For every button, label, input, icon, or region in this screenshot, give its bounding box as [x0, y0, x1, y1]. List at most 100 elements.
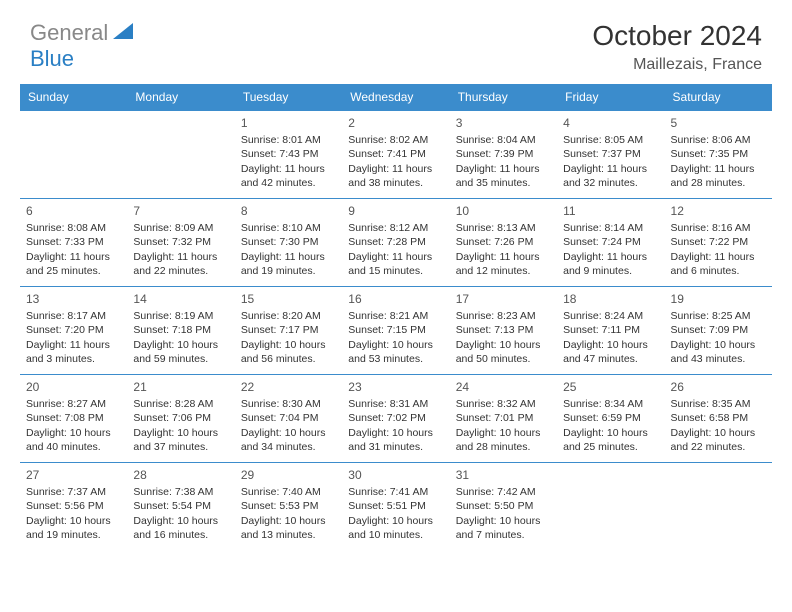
day-number: 1 — [241, 115, 336, 131]
daylight-text: Daylight: 11 hours and 9 minutes. — [563, 250, 658, 278]
sunrise-text: Sunrise: 8:17 AM — [26, 309, 121, 323]
sunrise-text: Sunrise: 8:23 AM — [456, 309, 551, 323]
calendar-cell: 24Sunrise: 8:32 AMSunset: 7:01 PMDayligh… — [450, 375, 557, 463]
calendar-cell: 10Sunrise: 8:13 AMSunset: 7:26 PMDayligh… — [450, 199, 557, 287]
calendar-cell: 25Sunrise: 8:34 AMSunset: 6:59 PMDayligh… — [557, 375, 664, 463]
day-number: 12 — [671, 203, 766, 219]
logo-text-blue: Blue — [30, 46, 74, 71]
sunrise-text: Sunrise: 8:14 AM — [563, 221, 658, 235]
daylight-text: Daylight: 11 hours and 28 minutes. — [671, 162, 766, 190]
day-number: 26 — [671, 379, 766, 395]
sunrise-text: Sunrise: 8:12 AM — [348, 221, 443, 235]
calendar-cell: 16Sunrise: 8:21 AMSunset: 7:15 PMDayligh… — [342, 287, 449, 375]
calendar-cell: 4Sunrise: 8:05 AMSunset: 7:37 PMDaylight… — [557, 111, 664, 199]
sunset-text: Sunset: 7:43 PM — [241, 147, 336, 161]
daylight-text: Daylight: 10 hours and 31 minutes. — [348, 426, 443, 454]
sunset-text: Sunset: 7:17 PM — [241, 323, 336, 337]
day-header: Tuesday — [235, 84, 342, 111]
sunrise-text: Sunrise: 7:38 AM — [133, 485, 228, 499]
day-header: Monday — [127, 84, 234, 111]
sunset-text: Sunset: 6:58 PM — [671, 411, 766, 425]
daylight-text: Daylight: 11 hours and 25 minutes. — [26, 250, 121, 278]
sunrise-text: Sunrise: 8:19 AM — [133, 309, 228, 323]
sunset-text: Sunset: 7:32 PM — [133, 235, 228, 249]
day-number: 31 — [456, 467, 551, 483]
sunrise-text: Sunrise: 8:16 AM — [671, 221, 766, 235]
calendar-cell: 30Sunrise: 7:41 AMSunset: 5:51 PMDayligh… — [342, 463, 449, 551]
day-header: Wednesday — [342, 84, 449, 111]
sunrise-text: Sunrise: 8:04 AM — [456, 133, 551, 147]
sunset-text: Sunset: 7:09 PM — [671, 323, 766, 337]
calendar-cell: 2Sunrise: 8:02 AMSunset: 7:41 PMDaylight… — [342, 111, 449, 199]
calendar-cell: 31Sunrise: 7:42 AMSunset: 5:50 PMDayligh… — [450, 463, 557, 551]
sunrise-text: Sunrise: 8:13 AM — [456, 221, 551, 235]
day-number: 28 — [133, 467, 228, 483]
location: Maillezais, France — [592, 56, 762, 74]
sunrise-text: Sunrise: 7:41 AM — [348, 485, 443, 499]
daylight-text: Daylight: 10 hours and 43 minutes. — [671, 338, 766, 366]
sunrise-text: Sunrise: 8:10 AM — [241, 221, 336, 235]
month-title: October 2024 — [592, 20, 762, 52]
sunset-text: Sunset: 7:26 PM — [456, 235, 551, 249]
day-header: Friday — [557, 84, 664, 111]
daylight-text: Daylight: 10 hours and 40 minutes. — [26, 426, 121, 454]
day-number: 18 — [563, 291, 658, 307]
sunset-text: Sunset: 7:22 PM — [671, 235, 766, 249]
daylight-text: Daylight: 10 hours and 59 minutes. — [133, 338, 228, 366]
sunset-text: Sunset: 5:53 PM — [241, 499, 336, 513]
calendar-body: 1Sunrise: 8:01 AMSunset: 7:43 PMDaylight… — [20, 111, 772, 551]
sunset-text: Sunset: 7:20 PM — [26, 323, 121, 337]
sunset-text: Sunset: 5:50 PM — [456, 499, 551, 513]
sunrise-text: Sunrise: 7:40 AM — [241, 485, 336, 499]
day-number: 22 — [241, 379, 336, 395]
day-number: 2 — [348, 115, 443, 131]
calendar-cell: 27Sunrise: 7:37 AMSunset: 5:56 PMDayligh… — [20, 463, 127, 551]
sunset-text: Sunset: 7:41 PM — [348, 147, 443, 161]
daylight-text: Daylight: 10 hours and 34 minutes. — [241, 426, 336, 454]
logo: General — [30, 20, 135, 46]
daylight-text: Daylight: 10 hours and 19 minutes. — [26, 514, 121, 542]
calendar-cell: 18Sunrise: 8:24 AMSunset: 7:11 PMDayligh… — [557, 287, 664, 375]
calendar-cell: 9Sunrise: 8:12 AMSunset: 7:28 PMDaylight… — [342, 199, 449, 287]
day-number: 11 — [563, 203, 658, 219]
logo-text-general: General — [30, 20, 108, 46]
daylight-text: Daylight: 10 hours and 50 minutes. — [456, 338, 551, 366]
calendar-cell: 15Sunrise: 8:20 AMSunset: 7:17 PMDayligh… — [235, 287, 342, 375]
day-number: 19 — [671, 291, 766, 307]
calendar-cell: 22Sunrise: 8:30 AMSunset: 7:04 PMDayligh… — [235, 375, 342, 463]
calendar-cell: 21Sunrise: 8:28 AMSunset: 7:06 PMDayligh… — [127, 375, 234, 463]
sunset-text: Sunset: 7:33 PM — [26, 235, 121, 249]
daylight-text: Daylight: 10 hours and 7 minutes. — [456, 514, 551, 542]
sunset-text: Sunset: 7:18 PM — [133, 323, 228, 337]
day-number: 7 — [133, 203, 228, 219]
header: General October 2024 Maillezais, France — [0, 0, 792, 84]
sunrise-text: Sunrise: 8:06 AM — [671, 133, 766, 147]
daylight-text: Daylight: 11 hours and 42 minutes. — [241, 162, 336, 190]
calendar-row: 6Sunrise: 8:08 AMSunset: 7:33 PMDaylight… — [20, 199, 772, 287]
calendar-row: 13Sunrise: 8:17 AMSunset: 7:20 PMDayligh… — [20, 287, 772, 375]
day-number: 3 — [456, 115, 551, 131]
sunrise-text: Sunrise: 8:02 AM — [348, 133, 443, 147]
calendar-row: 1Sunrise: 8:01 AMSunset: 7:43 PMDaylight… — [20, 111, 772, 199]
triangle-icon — [113, 23, 133, 44]
day-number: 17 — [456, 291, 551, 307]
day-header: Saturday — [665, 84, 772, 111]
sunset-text: Sunset: 7:02 PM — [348, 411, 443, 425]
sunrise-text: Sunrise: 8:32 AM — [456, 397, 551, 411]
calendar-cell: 28Sunrise: 7:38 AMSunset: 5:54 PMDayligh… — [127, 463, 234, 551]
sunset-text: Sunset: 7:28 PM — [348, 235, 443, 249]
daylight-text: Daylight: 11 hours and 15 minutes. — [348, 250, 443, 278]
daylight-text: Daylight: 10 hours and 10 minutes. — [348, 514, 443, 542]
calendar-cell: 1Sunrise: 8:01 AMSunset: 7:43 PMDaylight… — [235, 111, 342, 199]
sunrise-text: Sunrise: 8:35 AM — [671, 397, 766, 411]
calendar-cell: 6Sunrise: 8:08 AMSunset: 7:33 PMDaylight… — [20, 199, 127, 287]
calendar-cell — [665, 463, 772, 551]
calendar-cell: 23Sunrise: 8:31 AMSunset: 7:02 PMDayligh… — [342, 375, 449, 463]
sunset-text: Sunset: 7:39 PM — [456, 147, 551, 161]
daylight-text: Daylight: 10 hours and 22 minutes. — [671, 426, 766, 454]
daylight-text: Daylight: 10 hours and 56 minutes. — [241, 338, 336, 366]
sunset-text: Sunset: 7:37 PM — [563, 147, 658, 161]
calendar-cell: 5Sunrise: 8:06 AMSunset: 7:35 PMDaylight… — [665, 111, 772, 199]
sunrise-text: Sunrise: 8:24 AM — [563, 309, 658, 323]
calendar-cell — [127, 111, 234, 199]
